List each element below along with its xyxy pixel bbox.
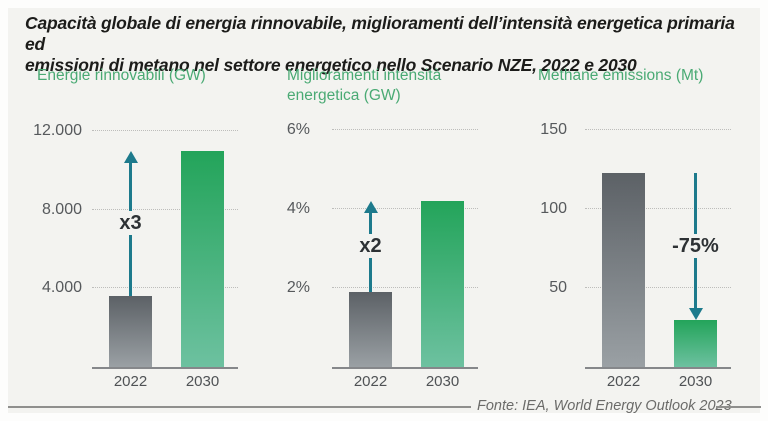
source-text: Fonte: IEA, World Energy Outlook 2023 [477,398,732,414]
plot-area-renewables: x3 [92,122,238,369]
y-axis-labels-methane: 50 100 150 [505,120,567,367]
y-axis-labels-renewables: 4.000 8.000 12.000 [20,122,82,367]
x-axis-labels-methane: 2022 2030 [585,373,731,391]
gridline [92,208,238,210]
bar-2030 [421,201,464,367]
gridline [92,287,238,289]
gridline [585,207,731,209]
gridline [92,129,238,131]
y-tick-label: 4.000 [41,279,82,297]
y-tick-label: 8.000 [41,200,82,218]
panel-header-methane: Methane emissions (Mt) [538,67,704,84]
annotation-label: x3 [116,211,145,236]
y-tick-label: 50 [549,278,567,296]
source-divider-line-left [8,406,471,408]
annotation-label: -75% [669,234,722,259]
x-tick-label: 2030 [185,373,220,390]
source-divider-line-right [716,406,761,408]
gridline [332,207,478,209]
gridline [585,286,731,288]
bar-2022 [602,172,645,367]
y-tick-label: 6% [286,120,310,138]
x-tick-label: 2022 [113,373,148,390]
chart-title: Capacità globale di energia rinnovabile,… [25,13,737,76]
x-tick-label: 2022 [353,373,388,390]
x-tick-label: 2030 [425,373,460,390]
annotation-label: x2 [356,234,385,259]
y-tick-label: 100 [540,199,567,217]
bar-2022 [349,291,392,367]
bar-2030 [181,150,224,367]
y-tick-label: 150 [540,120,567,138]
panel-header-renewables: Energie rinnovabili (GW) [37,67,206,84]
plot-area-methane: -75% [585,122,731,369]
bar-2030 [674,319,717,367]
y-tick-label: 4% [286,199,310,217]
x-axis-labels-energy-intensity: 2022 2030 [332,373,478,391]
x-tick-label: 2022 [606,373,641,390]
gridline [585,128,731,130]
gridline [332,286,478,288]
gridline [332,128,478,130]
y-axis-labels-energy-intensity: 2% 4% 6% [248,120,310,367]
arrow-up-icon [363,201,378,214]
chart-title-line2: emissioni di metano nel settore energeti… [25,55,637,75]
chart-title-line1: Capacità globale di energia rinnovabile,… [25,13,735,54]
panel-header-energy-intensity: Miglioramenti intensità energetica (GW) [287,67,442,104]
y-tick-label: 12.000 [33,121,82,139]
x-tick-label: 2030 [678,373,713,390]
x-axis-labels-renewables: 2022 2030 [92,373,238,391]
arrow-up-icon [123,150,138,163]
plot-area-energy-intensity: x2 [332,122,478,369]
bar-2022 [109,296,152,367]
y-tick-label: 2% [286,278,310,296]
arrow-down-icon [688,307,703,320]
